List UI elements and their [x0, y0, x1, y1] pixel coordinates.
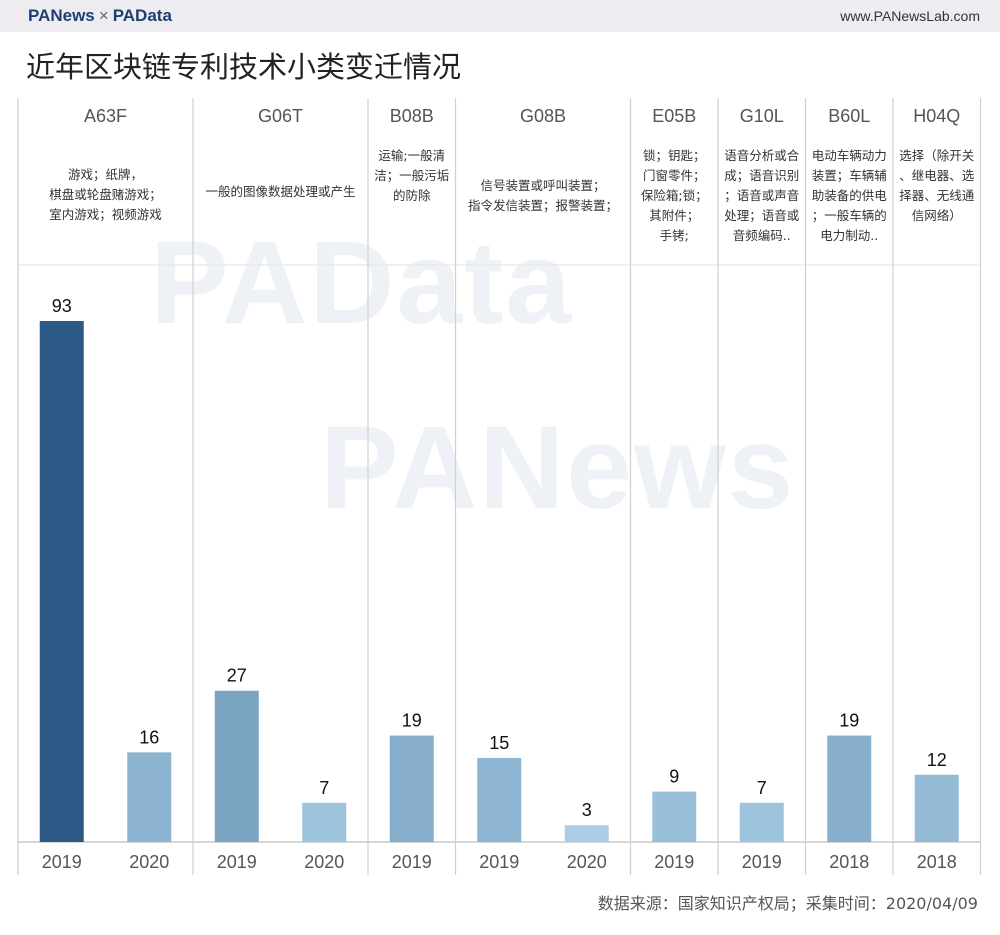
- group-description-line: 锁；钥匙；: [643, 148, 706, 163]
- group-code-label: A63F: [84, 106, 127, 126]
- group-description-line: 保险箱;锁；: [641, 188, 708, 203]
- group-description-line: 一般的图像数据处理或产生: [205, 184, 355, 199]
- year-tick-label: 2018: [829, 852, 869, 872]
- bar-B08B-2019: [389, 735, 434, 842]
- padata-logo: PAData: [112, 6, 172, 25]
- group-description-line: 信网络）: [912, 208, 962, 223]
- year-tick-label: 2020: [129, 852, 169, 872]
- data-label: 19: [402, 711, 422, 731]
- group-code-label: E05B: [652, 106, 696, 126]
- brand-separator: ×: [98, 6, 109, 25]
- group-description-line: 装置；车辆辅: [812, 168, 887, 183]
- group-description-line: 电力制动..: [820, 228, 878, 243]
- top-bar: PANews × PAData www.PANewsLab.com: [0, 0, 1000, 32]
- year-tick-label: 2020: [567, 852, 607, 872]
- group-code-label: H04Q: [913, 106, 960, 126]
- group-description-line: 棋盘或轮盘赌游戏；: [49, 187, 162, 202]
- data-source: 数据来源：国家知识产权局；采集时间：2020/04/09: [597, 894, 978, 913]
- data-label: 12: [927, 750, 947, 770]
- brand-logo: PANews × PAData: [28, 6, 172, 26]
- data-label: 9: [669, 767, 679, 787]
- group-description-line: 音频编码..: [733, 228, 791, 243]
- bar-A63F-2019: [39, 321, 84, 842]
- group-code-label: B60L: [828, 106, 870, 126]
- bar-G10L-2019: [739, 802, 784, 842]
- year-tick-label: 2018: [917, 852, 957, 872]
- bar-B60L-2018: [827, 735, 872, 842]
- data-label: 19: [839, 711, 859, 731]
- data-label: 93: [52, 296, 72, 316]
- bar-H04Q-2018: [914, 774, 959, 842]
- data-label: 7: [757, 778, 767, 798]
- year-tick-label: 2019: [654, 852, 694, 872]
- data-label: 16: [139, 727, 159, 747]
- year-tick-label: 2019: [479, 852, 519, 872]
- bar-G08B-2019: [477, 757, 522, 842]
- bar-E05B-2019: [652, 791, 697, 842]
- year-tick-label: 2019: [392, 852, 432, 872]
- site-url: www.PANewsLab.com: [840, 8, 980, 24]
- group-description-line: 助装备的供电: [812, 188, 888, 203]
- data-label: 15: [489, 733, 509, 753]
- group-description-line: 室内游戏；视频游戏: [49, 207, 162, 222]
- group-description-line: 电动车辆动力: [812, 148, 887, 163]
- year-tick-label: 2019: [42, 852, 82, 872]
- watermark-padata: PAData: [150, 217, 573, 349]
- group-code-label: G10L: [740, 106, 784, 126]
- bar-G06T-2019: [214, 690, 259, 842]
- group-description-line: ；一般车辆的: [812, 208, 887, 223]
- group-description-line: 处理；语音或: [724, 208, 800, 223]
- group-description-line: 成；语音识别: [724, 168, 799, 183]
- panews-logo: PANews: [28, 6, 95, 25]
- group-description-line: 择器、无线通: [899, 188, 975, 203]
- group-code-label: G06T: [258, 106, 303, 126]
- group-description-line: 信号装置或呼叫装置；: [480, 178, 605, 193]
- year-tick-label: 2020: [304, 852, 344, 872]
- group-description-line: 洁；一般污垢: [374, 168, 449, 183]
- group-description-line: 语音分析或合: [724, 148, 800, 163]
- year-tick-label: 2019: [742, 852, 782, 872]
- year-tick-label: 2019: [217, 852, 257, 872]
- group-description-line: 指令发信装置；报警装置；: [468, 198, 618, 213]
- group-code-label: G08B: [520, 106, 566, 126]
- group-description-line: 其附件；: [649, 208, 699, 223]
- group-description-line: 运输;一般清: [378, 148, 445, 163]
- group-description-line: 的防除: [393, 188, 431, 203]
- data-label: 7: [319, 778, 329, 798]
- group-description-line: 、继电器、选: [899, 168, 975, 183]
- bar-G08B-2020: [564, 825, 609, 842]
- group-description-line: ；语音或声音: [724, 188, 799, 203]
- watermark-panews: PANews: [320, 402, 796, 534]
- data-label: 3: [582, 800, 592, 820]
- group-description-line: 游戏；纸牌，: [68, 167, 143, 182]
- group-description-line: 门窗零件；: [643, 168, 706, 183]
- bar-G06T-2020: [302, 802, 347, 842]
- group-description-line: 选择（除开关: [899, 148, 974, 163]
- page-title: 近年区块链专利技术小类变迁情况: [26, 50, 462, 84]
- bar-A63F-2020: [127, 752, 172, 842]
- group-code-label: B08B: [390, 106, 434, 126]
- data-label: 27: [227, 666, 247, 686]
- group-description-line: 手铐;: [660, 228, 689, 243]
